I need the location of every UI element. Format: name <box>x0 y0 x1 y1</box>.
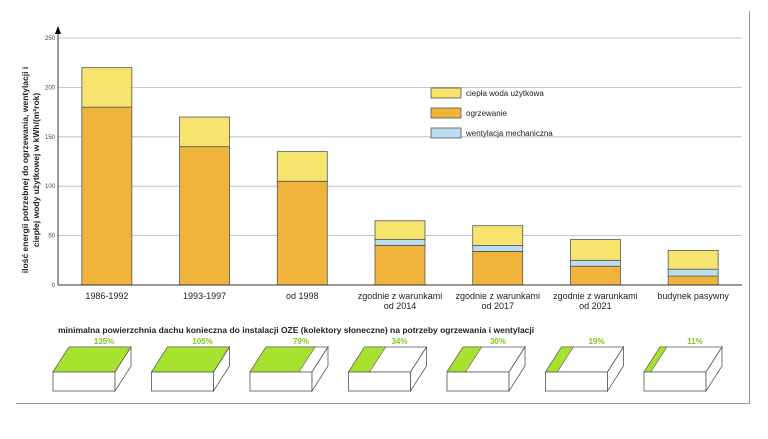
roof-block: 19% <box>544 337 625 393</box>
roof-side <box>213 345 230 393</box>
y-tick-label: 50 <box>48 234 55 240</box>
bar-segment <box>472 225 524 246</box>
roof-front <box>348 371 411 392</box>
roof-front <box>249 371 313 392</box>
roof-side <box>508 345 526 393</box>
y-axis-title: ilość energii potrzebnej do ogrzewania, … <box>20 67 41 273</box>
roof-side <box>410 345 427 393</box>
bar-segment <box>276 180 328 286</box>
legend-label: ogrzewanie <box>466 109 507 118</box>
bar-segment <box>667 250 719 270</box>
bar-segment <box>81 106 133 286</box>
y-tick-label: 250 <box>45 36 56 42</box>
y-tick-label: 0 <box>52 283 56 289</box>
x-tick-label: zgodnie z warunkami od 2014 <box>358 291 443 311</box>
y-tick-label: 200 <box>45 85 56 91</box>
bar-segment <box>374 220 426 240</box>
roof-block: 11% <box>643 337 723 393</box>
roof-front <box>52 371 116 392</box>
roof-front <box>545 371 608 392</box>
roof-block: 135% <box>52 337 132 393</box>
roof-percentage: 19% <box>588 337 604 346</box>
x-tick-label: zgodnie z warunkami od 2021 <box>553 291 638 311</box>
roof-percentage: 11% <box>687 337 703 346</box>
bar-segment <box>472 251 524 286</box>
y-axis-arrow-icon <box>55 26 61 34</box>
x-tick-label: 1993-1997 <box>183 291 226 301</box>
roof-side <box>311 345 329 393</box>
roof-block: 105% <box>150 337 231 393</box>
roof-percentage: 105% <box>192 337 212 346</box>
roof-side <box>705 345 723 393</box>
legend-label: wentylacja mechaniczna <box>465 129 553 138</box>
legend-swatch <box>430 127 462 139</box>
legend-swatch <box>430 107 462 119</box>
roof-percentage: 79% <box>293 337 309 346</box>
bar-segment <box>81 67 133 108</box>
bar-segment <box>570 265 621 286</box>
bar-segment <box>472 245 524 252</box>
x-tick-label: zgodnie z warunkami od 2017 <box>455 291 540 311</box>
x-tick-label: od 1998 <box>286 291 319 301</box>
bar-segment <box>667 268 719 277</box>
x-tick-label: budynek pasywny <box>657 291 729 301</box>
bar-segment <box>570 239 621 261</box>
roof-block: 30% <box>446 337 526 393</box>
roof-front <box>151 371 214 392</box>
roof-percentage: 30% <box>490 337 506 346</box>
roof-section-title: minimalna powierzchnia dachu konieczna d… <box>58 325 534 335</box>
bar-segment <box>276 151 328 182</box>
roof-side <box>114 345 132 393</box>
roof-percentage: 34% <box>391 337 407 346</box>
legend-swatch <box>430 87 462 99</box>
y-tick-label: 150 <box>45 135 56 141</box>
y-tick-label: 100 <box>45 184 56 190</box>
chart-frame <box>16 11 750 404</box>
roof-percentage: 135% <box>94 337 114 346</box>
roof-side <box>607 345 624 393</box>
bar-segment <box>179 146 230 286</box>
bar-segment <box>667 275 719 286</box>
roof-block: 79% <box>249 337 329 393</box>
legend-label: ciepła woda użytkowa <box>466 89 544 98</box>
x-tick-label: 1986-1992 <box>85 291 128 301</box>
bar-segment <box>570 259 621 267</box>
roof-front <box>643 371 707 392</box>
roof-block: 34% <box>347 337 428 393</box>
bar-segment <box>374 239 426 246</box>
bar-segment <box>374 245 426 286</box>
roof-front <box>446 371 510 392</box>
bar-segment <box>179 116 230 148</box>
